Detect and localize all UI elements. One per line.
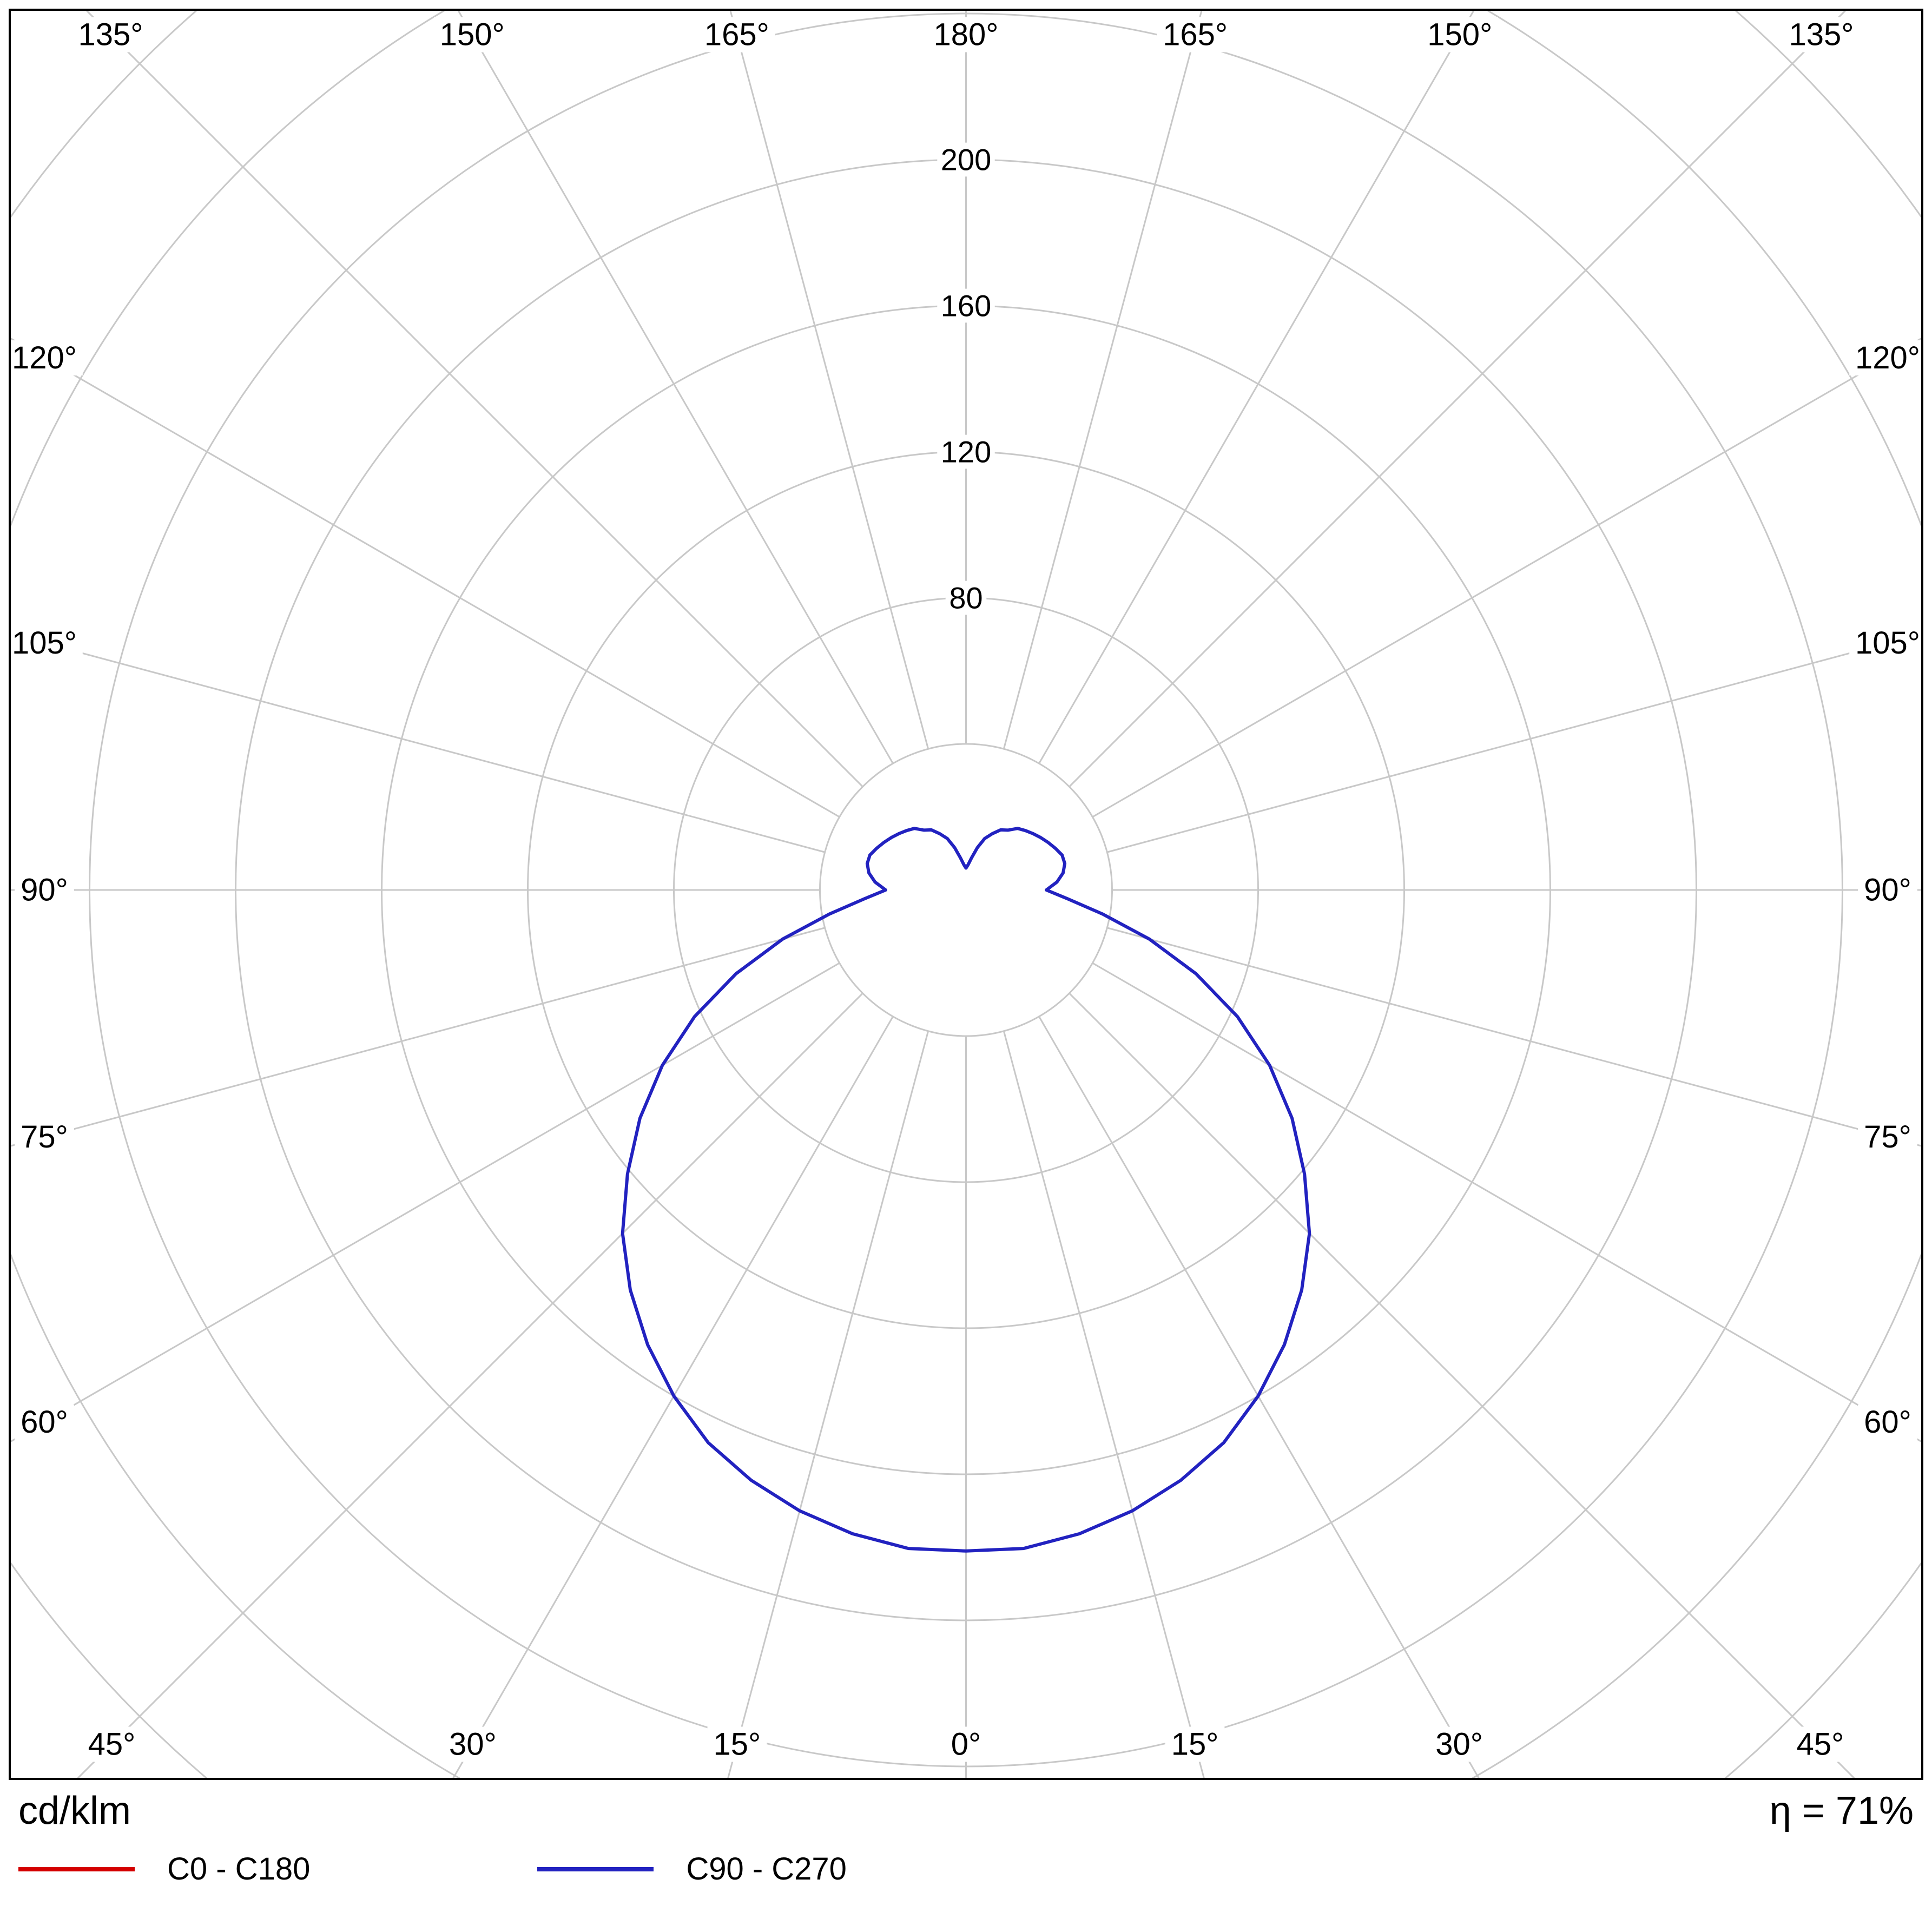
legend-item-c90-c270: C90 - C270 bbox=[537, 1851, 847, 1887]
svg-text:180°: 180° bbox=[934, 17, 999, 52]
curve-c90-c270 bbox=[621, 827, 1311, 1553]
svg-text:165°: 165° bbox=[704, 17, 769, 52]
svg-text:150°: 150° bbox=[440, 17, 505, 52]
legend-swatch-c90-c270 bbox=[537, 1867, 654, 1871]
svg-text:15°: 15° bbox=[714, 1727, 761, 1762]
svg-text:45°: 45° bbox=[1797, 1727, 1844, 1762]
footer-top-row: cd/klm η = 71% bbox=[18, 1789, 1914, 1832]
efficiency-label: η = 71% bbox=[1769, 1789, 1914, 1832]
svg-text:150°: 150° bbox=[1427, 17, 1492, 52]
legend: C0 - C180 C90 - C270 bbox=[18, 1851, 1914, 1887]
axis-labels: 80 120 160 200 0° 15° 15° 30° 30° 45° 45° 60° 60° 75°… bbox=[6, 17, 1926, 1762]
legend-item-c0-c180: C0 - C180 bbox=[18, 1851, 310, 1887]
svg-text:80: 80 bbox=[949, 581, 983, 615]
svg-text:165°: 165° bbox=[1163, 17, 1228, 52]
svg-text:90°: 90° bbox=[1864, 873, 1911, 908]
svg-text:45°: 45° bbox=[88, 1727, 136, 1762]
svg-text:160: 160 bbox=[941, 289, 991, 323]
svg-text:120°: 120° bbox=[12, 340, 77, 375]
chart-footer: cd/klm η = 71% C0 - C180 C90 - C270 bbox=[0, 1779, 1932, 1932]
legend-swatch-c0-c180 bbox=[18, 1867, 135, 1871]
svg-text:15°: 15° bbox=[1171, 1727, 1219, 1762]
svg-text:0°: 0° bbox=[951, 1727, 981, 1762]
svg-text:105°: 105° bbox=[1855, 625, 1920, 661]
plot-border bbox=[9, 9, 1923, 1780]
legend-label-c90-c270: C90 - C270 bbox=[686, 1851, 847, 1887]
svg-text:75°: 75° bbox=[21, 1119, 68, 1155]
svg-text:200: 200 bbox=[941, 143, 991, 177]
svg-text:90°: 90° bbox=[21, 873, 68, 908]
svg-text:120°: 120° bbox=[1855, 340, 1920, 375]
svg-text:135°: 135° bbox=[1789, 17, 1854, 52]
svg-text:135°: 135° bbox=[78, 17, 143, 52]
intensity-curves bbox=[621, 827, 1311, 1553]
legend-label-c0-c180: C0 - C180 bbox=[167, 1851, 311, 1887]
svg-text:120: 120 bbox=[941, 435, 991, 469]
svg-text:60°: 60° bbox=[1864, 1405, 1911, 1440]
svg-text:30°: 30° bbox=[1435, 1727, 1483, 1762]
svg-text:105°: 105° bbox=[12, 625, 77, 661]
svg-text:75°: 75° bbox=[1864, 1119, 1911, 1155]
units-label: cd/klm bbox=[18, 1789, 131, 1832]
svg-text:60°: 60° bbox=[21, 1405, 68, 1440]
svg-text:30°: 30° bbox=[449, 1727, 497, 1762]
